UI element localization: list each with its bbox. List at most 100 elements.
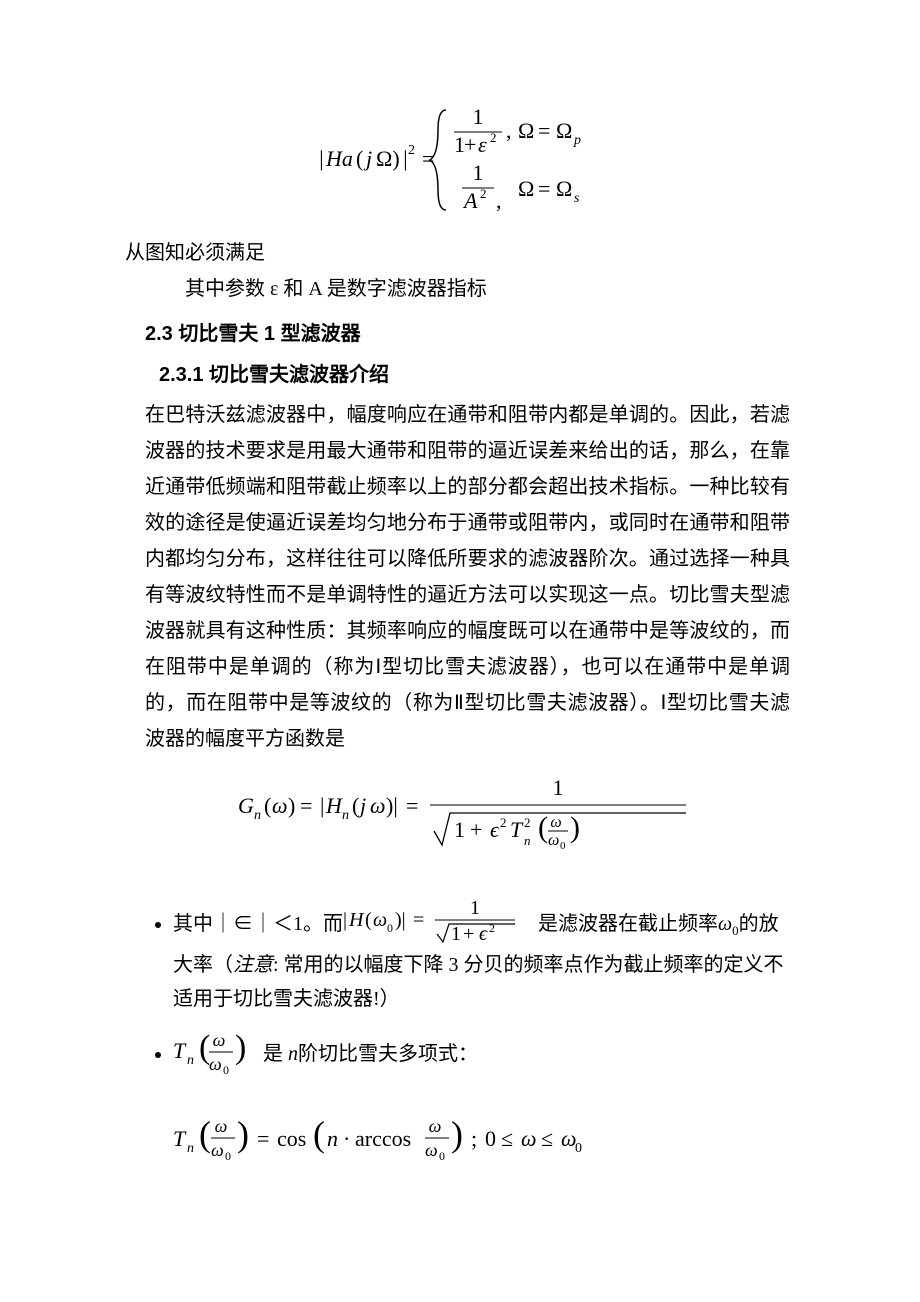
svg-text:ϵ: ϵ [490,817,500,842]
svg-text:ε: ε [478,132,487,157]
svg-text:)|: )| [395,909,406,931]
equation-gn: G n ( ω ) = | H n ( j ω )| = 1 1 + [145,773,790,858]
svg-text:H: H [325,793,343,818]
svg-text:): ) [288,793,295,818]
svg-text:ω: ω [215,1116,228,1136]
svg-text:Ω: Ω [518,118,534,143]
svg-text:n: n [342,808,349,823]
svg-text:0: 0 [575,1141,582,1156]
svg-text:0: 0 [387,921,393,935]
bullet1-pre: 其中｜∈｜＜1。而 [173,913,343,935]
svg-text:(: ( [313,1114,325,1154]
line-params: 其中参数 ε 和 A 是数字滤波器指标 [185,271,790,307]
svg-text:s: s [574,191,580,206]
svg-text:0: 0 [439,1149,445,1163]
svg-text:≤: ≤ [501,1126,513,1151]
svg-text:ω: ω [272,793,288,818]
svg-text:(: ( [356,146,363,171]
svg-text:H: H [348,909,365,931]
svg-text:,: , [506,118,512,143]
svg-text:): ) [451,1114,463,1154]
bullet-1: 其中｜∈｜＜1。而 | H ( ω 0 )| = 1 1 + ϵ 2 [173,898,790,1016]
bullet-list: 其中｜∈｜＜1。而 | H ( ω 0 )| = 1 1 + ϵ 2 [145,898,790,1078]
svg-text:1: 1 [472,160,483,185]
svg-text:=: = [257,1126,269,1151]
svg-text:n: n [524,833,531,848]
svg-text:0: 0 [225,1149,231,1163]
svg-text:|: | [320,793,324,818]
svg-text:+: + [463,923,474,945]
svg-text:ω: ω [211,1140,224,1160]
svg-text:(: ( [538,811,548,844]
svg-text:(: ( [365,909,372,931]
svg-text:): ) [235,1029,246,1066]
svg-text:,: , [496,188,502,213]
svg-text:0: 0 [485,1126,496,1151]
svg-text:ω: ω [213,1030,226,1050]
svg-text:arccos: arccos [355,1126,411,1151]
svg-text:+: + [464,132,476,157]
svg-text:ω: ω [550,814,561,831]
bullet1-mid: 是滤波器在截止频率 [533,913,718,935]
svg-text:=: = [413,909,424,931]
equation-ha: | Ha ( j Ω) | 2 = 1 1 + ε 2 , Ω = Ω [145,100,790,225]
svg-text:ω: ω [370,793,386,818]
svg-text:|: | [343,909,347,931]
equation-tn-def: T n ( ω ω 0 ) = cos ( n · arccos ω ω 0 )… [173,1108,790,1177]
svg-text:0: 0 [560,840,566,852]
svg-text:Ω: Ω [556,176,572,201]
svg-text:1: 1 [470,898,480,919]
svg-text:2: 2 [408,143,415,158]
svg-text:n: n [327,1126,338,1151]
svg-text:cos: cos [277,1126,306,1151]
svg-text:(: ( [199,1114,211,1154]
svg-text:ω: ω [521,1126,537,1151]
svg-text:p: p [573,133,581,148]
svg-text:Ω: Ω [556,118,572,143]
svg-text:(: ( [352,793,359,818]
svg-text:1: 1 [454,817,465,842]
svg-text:Ω): Ω) [376,146,400,171]
svg-text:=: = [538,176,550,201]
svg-text:2: 2 [489,921,495,935]
svg-text:·: · [343,1126,350,1151]
svg-text:2: 2 [524,815,531,830]
bullet-2: T n ( ω ω 0 ) 是 n阶切比雪夫多项式： [173,1026,790,1078]
omega0-sym: ω [718,913,732,935]
equation-tn-small: T n ( ω ω 0 ) [173,1026,263,1078]
svg-text:): ) [570,811,580,844]
heading-2-3-1: 2.3.1 切比雪夫滤波器介绍 [159,358,790,387]
svg-text:1: 1 [451,923,461,945]
heading-2-3: 2.3 切比雪夫 1 型滤波器 [145,317,790,346]
svg-text:G: G [238,793,254,818]
svg-text:): ) [237,1114,249,1154]
svg-text:ω: ω [373,909,387,931]
svg-text:A: A [462,188,478,213]
svg-text:ϵ: ϵ [479,923,488,945]
svg-text:T: T [173,1038,187,1063]
line-from-figure: 从图知必须满足 [125,235,790,271]
svg-text:=: = [406,793,418,818]
svg-text:2: 2 [480,186,487,201]
svg-text:j: j [363,146,372,171]
svg-text:ω: ω [425,1140,438,1160]
equation-h-omega0: | H ( ω 0 )| = 1 1 + ϵ 2 [343,898,533,946]
bullet2-post2: 阶切比雪夫多项式： [298,1043,478,1065]
svg-text:1: 1 [472,104,483,129]
svg-text:0: 0 [223,1063,229,1077]
svg-text:ω: ω [429,1116,442,1136]
svg-text:=: = [300,793,312,818]
svg-text:ω: ω [209,1054,222,1074]
bullet2-post1: 是 [263,1043,288,1065]
svg-text:)|: )| [386,793,398,818]
svg-text:T: T [510,817,524,842]
svg-text:≤: ≤ [541,1126,553,1151]
svg-text:Ω: Ω [518,176,534,201]
svg-text:T: T [173,1126,187,1151]
bullet2-n: n [288,1043,298,1065]
bullet1-note: 注意 [233,954,273,976]
svg-text:1: 1 [552,775,563,800]
svg-text:n: n [187,1141,194,1156]
svg-text:2: 2 [500,815,507,830]
svg-text:n: n [187,1053,194,1068]
